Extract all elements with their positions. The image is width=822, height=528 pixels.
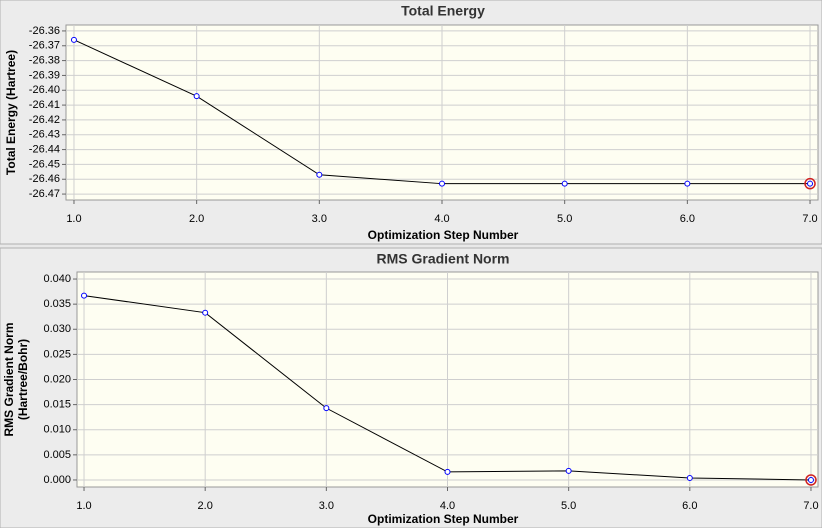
point bbox=[444, 468, 451, 475]
y-tick-label: -26.43 bbox=[29, 129, 60, 141]
x-tick-label: 2.0 bbox=[189, 213, 204, 225]
y-tick-label: 0.005 bbox=[43, 449, 71, 461]
y-tick-label: -26.39 bbox=[29, 69, 60, 81]
y-tick-label: -26.47 bbox=[29, 188, 60, 200]
x-tick-label: 7.0 bbox=[803, 500, 818, 512]
x-axis-label: Optimization Step Number bbox=[368, 228, 519, 242]
y-axis-label: RMS Gradient Norm bbox=[2, 322, 16, 436]
y-tick-label: 0.015 bbox=[43, 399, 71, 411]
y-tick-label: 0.030 bbox=[43, 323, 71, 335]
x-tick-label: 1.0 bbox=[76, 500, 91, 512]
y-tick-label: 0.025 bbox=[43, 348, 71, 360]
point bbox=[686, 474, 693, 481]
y-tick-label: -26.45 bbox=[29, 158, 60, 170]
y-tick-label: 0.020 bbox=[43, 373, 71, 385]
point bbox=[807, 476, 814, 483]
x-tick-label: 4.0 bbox=[434, 213, 449, 225]
y-tick-label: -26.42 bbox=[29, 114, 60, 126]
y-tick-label: -26.38 bbox=[29, 54, 60, 66]
y-tick-label: -26.46 bbox=[29, 173, 60, 185]
x-axis-label: Optimization Step Number bbox=[368, 512, 519, 526]
x-tick-label: 3.0 bbox=[319, 500, 334, 512]
x-tick-label: 6.0 bbox=[680, 213, 695, 225]
point bbox=[565, 467, 572, 474]
x-tick-label: 2.0 bbox=[198, 500, 213, 512]
y-tick-label: 0.000 bbox=[43, 474, 71, 486]
x-tick-label: 7.0 bbox=[802, 213, 817, 225]
point bbox=[316, 171, 323, 178]
point bbox=[807, 180, 814, 187]
x-tick-label: 5.0 bbox=[557, 213, 572, 225]
y-tick-label: -26.40 bbox=[29, 84, 60, 96]
selected-point-ring bbox=[805, 474, 817, 486]
selected-point-ring bbox=[804, 177, 816, 190]
x-tick-label: 6.0 bbox=[682, 500, 697, 512]
y-axis-label: (Hartree/Bohr) bbox=[16, 339, 30, 420]
point bbox=[81, 292, 88, 299]
x-tick-label: 3.0 bbox=[312, 213, 327, 225]
x-tick-label: 1.0 bbox=[66, 213, 81, 225]
chart-title: Total Energy bbox=[401, 3, 485, 19]
y-tick-label: -26.41 bbox=[29, 99, 60, 111]
point bbox=[439, 180, 445, 187]
y-tick-label: -26.37 bbox=[29, 40, 60, 52]
point bbox=[684, 180, 691, 187]
y-tick-label: -26.36 bbox=[29, 25, 60, 37]
point bbox=[323, 405, 330, 412]
point bbox=[193, 93, 200, 100]
y-tick-label: 0.040 bbox=[43, 273, 71, 285]
point bbox=[70, 36, 77, 43]
x-tick-label: 4.0 bbox=[440, 500, 455, 512]
point bbox=[202, 309, 209, 316]
y-axis-label: Total Energy (Hartree) bbox=[4, 50, 18, 175]
y-tick-label: -26.44 bbox=[29, 143, 60, 155]
y-tick-label: 0.035 bbox=[43, 298, 71, 310]
x-tick-label: 5.0 bbox=[561, 500, 576, 512]
point bbox=[561, 180, 568, 187]
y-tick-label: 0.010 bbox=[43, 424, 71, 436]
chart-title: RMS Gradient Norm bbox=[376, 251, 509, 267]
